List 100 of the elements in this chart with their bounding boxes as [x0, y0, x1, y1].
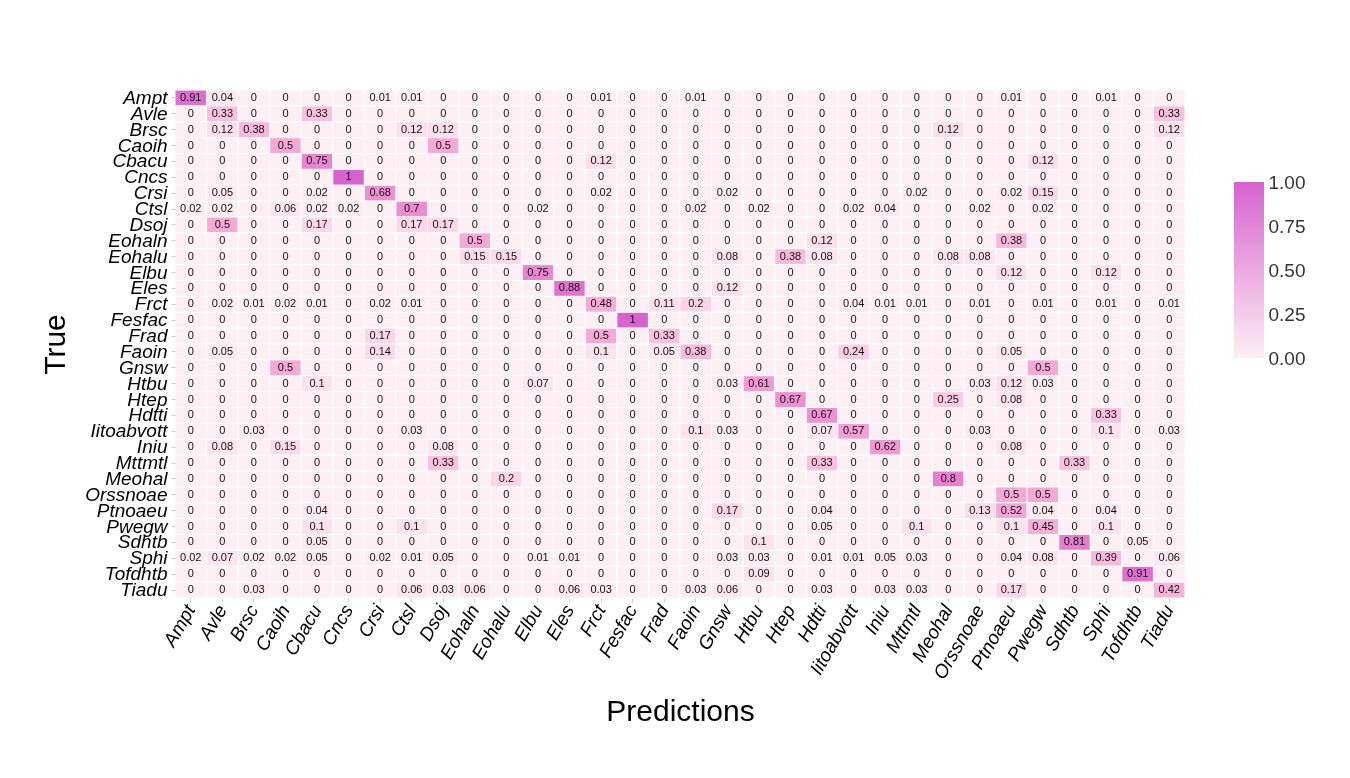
data-label: 0: [913, 233, 920, 246]
data-label: 0: [471, 360, 478, 373]
data-label: 0: [345, 551, 352, 564]
data-label: 0: [534, 440, 542, 453]
data-label: 0.01: [1032, 297, 1054, 310]
data-label: 0: [882, 360, 889, 373]
data-label: 0: [1166, 313, 1173, 326]
data-label: 0: [850, 313, 857, 326]
data-label: 0: [503, 551, 510, 564]
data-label: 0: [661, 265, 668, 278]
data-label: 0: [755, 360, 762, 373]
data-label: 0: [787, 202, 794, 215]
data-label: 0: [187, 138, 194, 151]
data-label: 0: [1008, 217, 1015, 230]
data-label: 0.12: [1095, 265, 1117, 278]
data-label: 0: [408, 344, 415, 357]
data-label: 0: [1166, 456, 1173, 469]
data-label: 0: [1134, 456, 1141, 469]
data-label: 0: [598, 424, 605, 437]
data-label: 0: [471, 122, 478, 135]
data-label: 0.5: [277, 138, 294, 151]
data-label: 0: [313, 471, 321, 484]
data-label: 0: [250, 456, 257, 469]
data-label: 0: [598, 138, 605, 151]
data-label: 0.08: [969, 249, 991, 262]
data-label: 0: [850, 471, 857, 484]
data-label: 0: [282, 408, 289, 421]
data-label: 0: [818, 122, 826, 135]
data-label: 0: [598, 392, 605, 405]
data-label: 0: [250, 329, 257, 342]
data-label: 0: [440, 519, 447, 532]
data-label: 0.05: [306, 551, 328, 564]
data-label: 0.5: [593, 329, 609, 342]
data-label: 0: [945, 281, 952, 294]
data-label: 0.38: [685, 344, 707, 357]
data-label: 0.38: [243, 122, 265, 135]
data-label: 0.01: [1000, 90, 1023, 103]
data-label: 0: [250, 281, 257, 294]
data-label: 0: [187, 281, 194, 294]
data-label: 0: [945, 456, 952, 469]
data-label: 0: [1071, 344, 1078, 357]
data-label: 0: [755, 519, 762, 532]
data-label: 0: [1039, 567, 1047, 580]
data-label: 0: [250, 170, 257, 183]
data-label: 0: [755, 138, 762, 151]
data-label: 0: [1071, 170, 1078, 183]
data-label: 0: [818, 217, 826, 230]
data-label: 0: [534, 186, 542, 199]
data-label: 0: [313, 392, 321, 405]
data-label: 0: [408, 535, 415, 548]
data-label: 0: [377, 456, 384, 469]
data-label: 0: [598, 567, 605, 580]
data-label: 0: [818, 170, 826, 183]
data-label: 0: [1134, 313, 1141, 326]
data-label: 0: [377, 392, 384, 405]
data-label: 0: [377, 122, 384, 135]
data-label: 0: [1071, 329, 1078, 342]
data-label: 0: [945, 551, 952, 564]
data-label: 0: [724, 471, 731, 484]
data-label: 0: [629, 456, 636, 469]
data-label: 0: [282, 519, 289, 532]
data-label: 0: [629, 344, 636, 357]
data-label: 0: [187, 583, 194, 596]
data-label: 0: [787, 551, 794, 564]
data-label: 0: [534, 281, 542, 294]
data-label: 0: [440, 344, 447, 357]
data-label: 0: [187, 487, 194, 500]
data-label: 0.01: [1095, 90, 1117, 103]
data-label: 0: [692, 440, 699, 453]
data-label: 0: [629, 424, 636, 437]
data-label: 0: [187, 233, 194, 246]
data-label: 0: [598, 471, 605, 484]
data-label: 0: [1039, 170, 1047, 183]
data-label: 0: [187, 297, 194, 310]
data-label: 0: [629, 202, 636, 215]
data-label: 0: [250, 392, 257, 405]
data-label: 0: [882, 424, 889, 437]
data-label: 0: [629, 297, 636, 310]
data-label: 0: [566, 297, 573, 310]
data-label: 0: [629, 551, 636, 564]
data-label: 0: [692, 329, 699, 342]
data-label: 0.01: [969, 297, 991, 310]
data-label: 0.02: [590, 186, 612, 199]
data-label: 0: [724, 106, 731, 119]
data-label: 0: [755, 122, 762, 135]
data-label: 0: [945, 329, 952, 342]
data-label: 0: [1134, 281, 1141, 294]
data-label: 0: [282, 376, 289, 389]
data-label: 0: [661, 583, 668, 596]
data-label: 0: [1134, 154, 1141, 167]
data-label: 0.01: [811, 551, 833, 564]
data-label: 0: [566, 202, 573, 215]
data-label: 0.1: [309, 376, 325, 389]
data-label: 0: [1071, 154, 1078, 167]
data-label: 0.17: [716, 503, 739, 516]
data-label: 0: [534, 583, 542, 596]
data-label: 0.1: [1098, 519, 1114, 532]
data-label: 0: [724, 170, 731, 183]
data-label: 0: [692, 551, 699, 564]
data-label: 0: [313, 360, 321, 373]
